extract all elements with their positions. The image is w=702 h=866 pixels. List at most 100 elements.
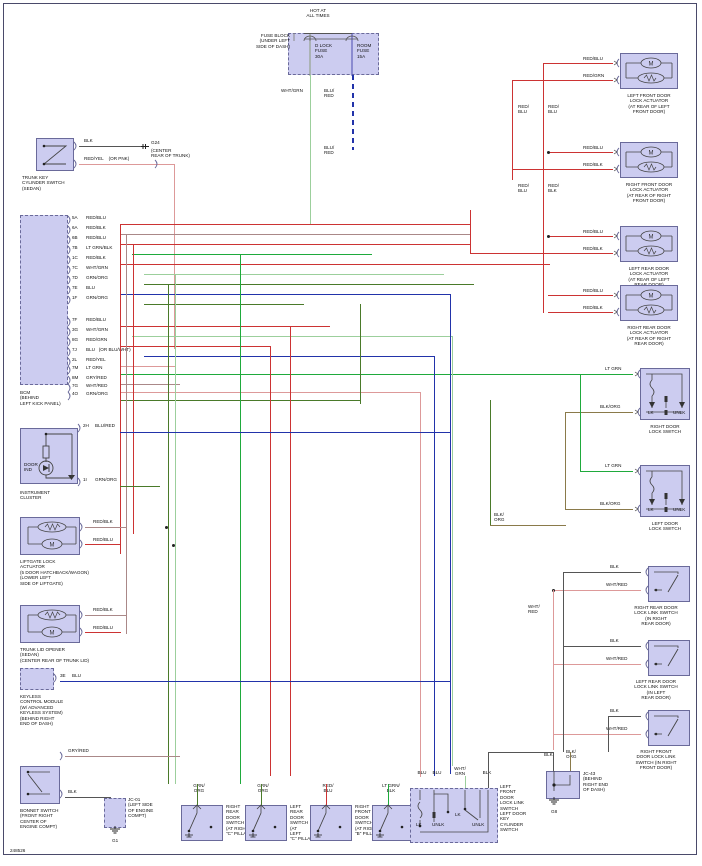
- bcm-pin-3: 7B: [72, 245, 78, 250]
- fuse-room-label: ROOM FUSE 15A: [357, 43, 372, 59]
- lls-wire-bot: BLK/ORG: [600, 501, 621, 506]
- actuator-rf-symbol: M: [625, 146, 673, 173]
- bus-label-lr: RED/ BLU: [518, 183, 529, 194]
- bus-label-rr: RED/ BLK: [548, 183, 559, 194]
- connector-rfl-1: [645, 711, 649, 721]
- bcm-pin-6: 7D: [72, 275, 78, 280]
- splice-lg-2: [172, 544, 175, 547]
- jc01-ground-symbol: [110, 826, 120, 834]
- connector-rfl-2: [645, 729, 649, 739]
- bcm-wire-10: WHT/GRN: [86, 327, 108, 332]
- left-lock-switch-label: LEFT DOOR LOCK SWITCH: [649, 521, 681, 532]
- jc01-ground-label: G1: [112, 838, 119, 843]
- svg-text:M: M: [649, 151, 654, 157]
- kcm-wire: BLU: [72, 673, 81, 678]
- kcm-wire-3: WHT/ GRN: [454, 766, 466, 777]
- bus-v-5: [175, 274, 176, 784]
- bcm-label: BCM (BEHIND LEFT KICK PANEL): [20, 390, 61, 406]
- diagram-border: [3, 3, 697, 855]
- wire-label-blured-bot: BLU/ RED: [324, 145, 335, 156]
- bus-v-10: [270, 346, 271, 776]
- connector-rrl-1: [645, 567, 649, 577]
- connector-rr-2: [613, 307, 620, 317]
- wire-ic-grnorg: [120, 486, 160, 487]
- key-cylinder-module-symbol: [417, 790, 489, 833]
- actuator-lr-symbol: M: [625, 230, 673, 257]
- connector-rrl-2: [645, 585, 649, 595]
- bcm-wire-4: RED/BLK: [86, 255, 106, 260]
- jc43-ground-label: G8: [551, 809, 558, 814]
- bus-v-4: [240, 254, 241, 784]
- trunk-key-switch-label: TRUNK KEY CYLINDER SWITCH (SEDAN): [22, 175, 65, 191]
- lls-pos-lk: LK: [648, 507, 654, 512]
- bcm-wire-15: GRY/RED: [86, 375, 107, 380]
- wire-bonnet-blk: [65, 797, 110, 798]
- ground-g24-location: (CENTER REAR OF TRUNK): [151, 148, 190, 159]
- bcm-wire-6: GRN/ORG: [86, 275, 108, 280]
- actuator-lr-wire-1: RED/BLU: [583, 229, 603, 234]
- right-lock-switch-label: RIGHT DOOR LOCK SWITCH: [649, 424, 681, 435]
- bonnet-switch-symbol: [26, 770, 50, 796]
- jc01-junction: [104, 798, 126, 828]
- door-switch-lr-symbol: [249, 804, 277, 838]
- kcm-pin: 3E: [60, 673, 66, 678]
- instrument-cluster-label: INSTRUMENT CLUSTER: [20, 490, 51, 501]
- rfl-wire-bot: WHT/RED: [606, 726, 628, 731]
- left-front-key-cylinder-module[interactable]: [410, 788, 498, 843]
- connector-kcm: [53, 673, 57, 683]
- jc01-label: JC-01 (LEFT SIDE OF ENGINE COMPT): [128, 797, 154, 819]
- wire-lg-2: [85, 544, 121, 545]
- bcm-wire-14: LT GRN: [86, 365, 103, 370]
- trunk-opener-symbol: M: [27, 609, 77, 638]
- bus-v-8: [290, 326, 291, 776]
- connector-lls-2: [634, 504, 641, 514]
- connector-rf-1: [613, 147, 620, 157]
- wire-bonnet-gryred: [65, 756, 180, 757]
- bcm-pin-0: 5A: [72, 215, 78, 220]
- svg-text:M: M: [649, 294, 654, 300]
- liftgate-label: LIFTGATE LOCK ACTUATOR (5 DOOR HATCHBACK…: [20, 559, 89, 586]
- bus-label-whtred: WHT/ RED: [528, 604, 540, 615]
- bcm-pin-11: 8G: [72, 337, 79, 342]
- bus-v-7: [450, 294, 451, 774]
- connector-bs-1: [59, 751, 63, 761]
- kcm-pos-1: LK: [416, 822, 422, 827]
- svg-text:M: M: [649, 235, 654, 241]
- bcm-pin-15: 8M: [72, 375, 79, 380]
- connector-lrl-2: [645, 659, 649, 669]
- bcm-pin-7: 7E: [72, 285, 78, 290]
- connector-ic-top: [77, 423, 81, 433]
- lrl-wire-top: BLK: [610, 638, 619, 643]
- ground-g24-label: G24: [151, 140, 160, 145]
- lls-wire-top: LT GRN: [605, 463, 622, 468]
- trunk-key-switch-symbol: [42, 144, 68, 166]
- connector-rls-2: [634, 407, 641, 417]
- splice-redyel: [154, 159, 158, 169]
- lls-pos-unlk: UNLK: [673, 507, 686, 512]
- bus-v-14: [420, 392, 421, 777]
- door-switch-rf[interactable]: [310, 805, 352, 841]
- ds-rr-label: RIGHT REAR DOOR SWITCH (AT RIGHT "C" PIL…: [226, 804, 252, 837]
- bcm-connector-block: [20, 215, 68, 385]
- rls-wire-bot: BLK/ORG: [600, 404, 621, 409]
- jc43-wire-1: BLK: [544, 752, 553, 757]
- rfl-wire-top: BLK: [610, 708, 619, 713]
- bcm-wire-12: BLU (OR BLU/WHT): [86, 347, 131, 352]
- wire-trunk-blk: [79, 146, 141, 147]
- svg-text:M: M: [50, 631, 55, 637]
- bcm-pin-16: 7G: [72, 383, 79, 388]
- bcm-wire-16: WHT/RED: [86, 383, 108, 388]
- keyless-control-module: [20, 668, 54, 690]
- bcm-pin-5: 7C: [72, 265, 78, 270]
- fuse-d-lock-label: D LOCK FUSE 30A: [315, 43, 333, 59]
- bcm-wire-7: BLU: [86, 285, 95, 290]
- jc43-internals: [552, 771, 571, 791]
- jc43-label: JC-43 (BEHIND RIGHT END OF DASH): [583, 771, 609, 793]
- actuator-lf-symbol: M: [625, 57, 673, 84]
- door-switch-rr[interactable]: [181, 805, 223, 841]
- rf-lock-link-switch[interactable]: [648, 710, 690, 746]
- connector-lg-2: [79, 539, 83, 549]
- actuator-rr-wire-1: RED/BLU: [583, 288, 603, 293]
- liftgate-actuator-symbol: M: [27, 521, 77, 550]
